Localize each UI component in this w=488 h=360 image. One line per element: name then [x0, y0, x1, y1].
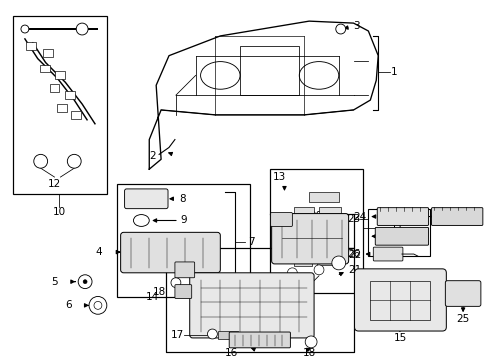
Bar [26, 42, 36, 50]
Text: 15: 15 [392, 333, 406, 343]
Bar [306, 220, 331, 234]
Text: 4: 4 [95, 247, 102, 257]
Circle shape [83, 280, 87, 284]
Bar [65, 91, 75, 99]
Bar [117, 184, 249, 297]
Circle shape [78, 275, 92, 289]
Circle shape [287, 268, 297, 278]
Text: 7: 7 [247, 237, 254, 247]
Circle shape [331, 256, 345, 270]
Text: 2: 2 [149, 151, 156, 161]
Text: 17: 17 [170, 330, 183, 340]
Bar [328, 224, 346, 233]
FancyBboxPatch shape [354, 269, 446, 331]
FancyBboxPatch shape [430, 208, 482, 225]
Bar [316, 255, 336, 265]
FancyBboxPatch shape [445, 281, 480, 306]
Text: 24: 24 [352, 212, 366, 221]
FancyBboxPatch shape [376, 208, 427, 225]
Text: 10: 10 [53, 207, 66, 217]
Text: 16: 16 [224, 348, 238, 358]
Bar [240, 46, 299, 95]
Bar [218, 331, 238, 339]
Text: 20: 20 [308, 211, 322, 221]
Circle shape [34, 154, 47, 168]
Circle shape [171, 278, 181, 288]
Circle shape [335, 24, 345, 34]
Text: 12: 12 [48, 179, 61, 189]
Circle shape [89, 297, 106, 314]
Bar [71, 111, 81, 119]
Bar [289, 240, 310, 252]
Text: 18: 18 [152, 287, 166, 297]
Text: 5: 5 [51, 277, 58, 287]
Text: 11: 11 [390, 224, 404, 233]
Bar [284, 224, 302, 235]
Circle shape [94, 301, 102, 309]
Text: 14: 14 [145, 292, 159, 302]
FancyBboxPatch shape [372, 247, 402, 261]
FancyBboxPatch shape [189, 273, 313, 338]
Bar [367, 209, 428, 256]
Bar [42, 49, 52, 57]
FancyBboxPatch shape [121, 232, 220, 273]
Text: 25: 25 [456, 314, 469, 324]
Bar [369, 281, 428, 320]
Text: 22: 22 [348, 250, 361, 260]
Bar [313, 238, 333, 250]
Circle shape [76, 23, 88, 35]
Bar [308, 192, 338, 202]
Text: 19: 19 [158, 263, 171, 273]
Bar [13, 16, 106, 194]
Bar [55, 72, 65, 79]
Circle shape [21, 25, 29, 33]
Bar [318, 207, 340, 219]
Circle shape [207, 329, 217, 339]
Text: 12: 12 [297, 288, 310, 298]
Text: 23: 23 [346, 213, 360, 224]
Text: 13: 13 [272, 172, 285, 182]
FancyBboxPatch shape [270, 213, 292, 226]
Text: 1: 1 [390, 67, 397, 77]
Bar [49, 84, 60, 92]
Circle shape [305, 336, 316, 348]
FancyBboxPatch shape [229, 332, 290, 348]
FancyBboxPatch shape [124, 189, 168, 209]
FancyBboxPatch shape [175, 285, 191, 298]
Text: 6: 6 [65, 300, 72, 310]
Bar [294, 256, 311, 266]
Text: 9: 9 [181, 216, 187, 225]
Bar [269, 169, 363, 293]
Circle shape [67, 154, 81, 168]
Text: 21: 21 [348, 265, 361, 275]
Bar [294, 207, 313, 220]
Bar [58, 104, 67, 112]
FancyBboxPatch shape [175, 262, 194, 278]
FancyBboxPatch shape [271, 213, 348, 264]
Circle shape [313, 265, 323, 275]
Text: 8: 8 [179, 194, 185, 204]
FancyBboxPatch shape [374, 228, 427, 245]
Text: 26: 26 [346, 249, 360, 259]
Ellipse shape [133, 215, 149, 226]
Bar [40, 64, 49, 72]
Text: 3: 3 [353, 21, 360, 31]
Text: 18: 18 [302, 348, 315, 358]
